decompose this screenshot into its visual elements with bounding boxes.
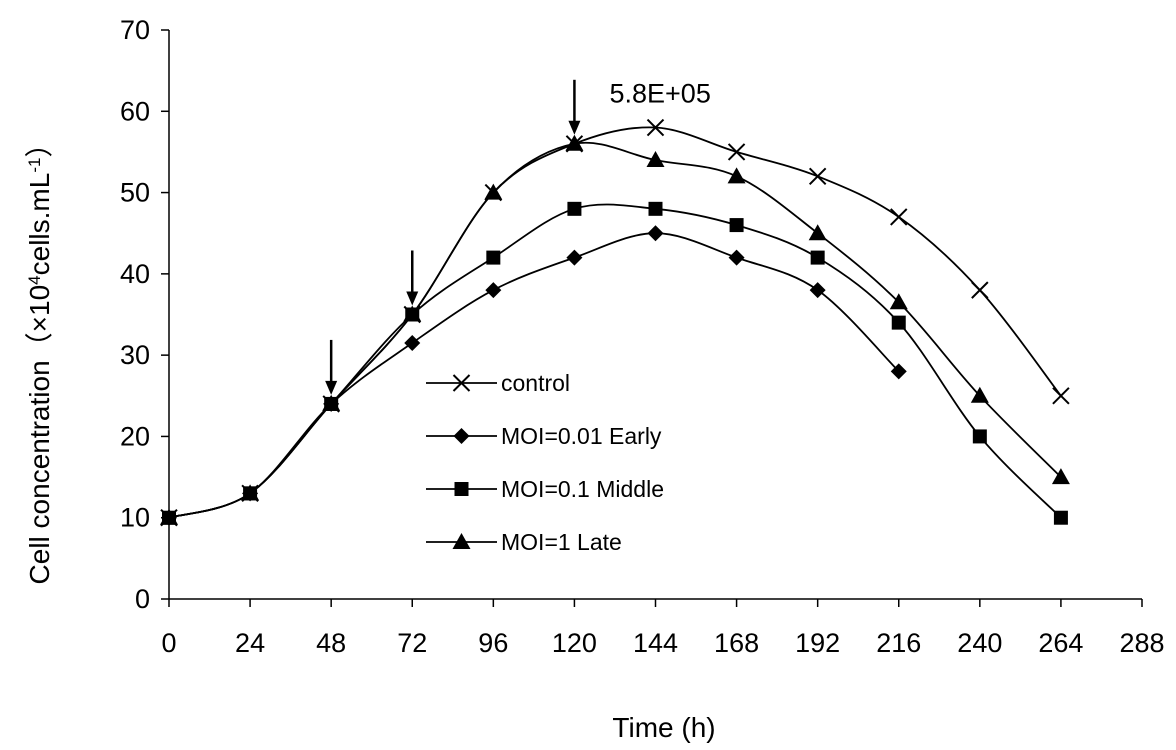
series-line	[168, 141, 1062, 519]
y-tick-label: 50	[120, 178, 150, 208]
x-tick-label: 24	[235, 628, 265, 658]
series-line	[168, 126, 1062, 519]
data-point	[810, 250, 825, 265]
data-point	[972, 429, 987, 444]
y-tick-label: 10	[120, 503, 150, 533]
x-tick-label: 240	[957, 628, 1002, 658]
series-3	[160, 134, 1070, 525]
data-point	[486, 250, 501, 265]
data-point	[727, 143, 746, 161]
x-tick-label: 144	[633, 628, 678, 658]
x-tick-label: 72	[397, 628, 427, 658]
data-point	[808, 167, 827, 186]
axes	[168, 30, 1142, 600]
x-tick-label: 192	[795, 628, 840, 658]
x-tick-label: 48	[316, 628, 346, 658]
data-point	[485, 282, 502, 299]
data-point	[565, 134, 584, 151]
legend-marker	[452, 374, 471, 392]
series-line	[168, 232, 900, 519]
y-axis-title-end: ）	[24, 130, 55, 158]
data-point	[728, 249, 745, 266]
legend-marker	[453, 428, 470, 444]
data-point	[891, 315, 906, 330]
x-tick-label: 216	[876, 628, 921, 658]
legend: control MOI=0.01 Early MOI=0.1 Middle MOI=1…	[426, 370, 664, 555]
data-point	[160, 508, 178, 525]
data-point	[566, 249, 583, 266]
tick-labels: 0 24 48 72 96 120 144 168 192 216 240 264 288 0 10 20 30…	[120, 15, 1165, 658]
data-point	[1051, 468, 1070, 485]
y-axis-title-main: Cell concentration（×10	[24, 285, 55, 585]
data-point	[727, 167, 746, 184]
x-tick-label: 168	[714, 628, 759, 658]
data-point	[1052, 387, 1070, 405]
x-tick-label: 96	[478, 628, 508, 658]
legend-label: MOI=0.01 Early	[501, 423, 662, 449]
infection-arrow	[406, 250, 419, 306]
legend-label: control	[501, 370, 570, 396]
data-point	[809, 282, 826, 299]
data-point	[890, 363, 907, 380]
data-point	[971, 281, 989, 299]
data-point	[646, 118, 665, 137]
data-point	[808, 224, 827, 241]
series-0	[160, 118, 1070, 527]
x-tick-label: 120	[552, 628, 597, 658]
y-axis-title-sup1: 4	[25, 275, 44, 284]
legend-label: MOI=0.1 Middle	[501, 476, 664, 502]
annotations: 5.8E+05	[610, 79, 711, 109]
x-tick-label: 0	[161, 628, 176, 658]
legend-entry: MOI=0.1 Middle	[426, 476, 664, 502]
peak-annotation: 5.8E+05	[610, 79, 711, 109]
data-point	[648, 201, 663, 216]
legend-label: MOI=1 Late	[501, 529, 622, 555]
y-tick-label: 0	[135, 584, 150, 614]
data-point	[567, 201, 582, 216]
x-tick-label: 264	[1038, 628, 1083, 658]
series-line	[168, 203, 1062, 519]
infection-arrow	[568, 79, 581, 135]
legend-marker	[454, 482, 469, 496]
data-point	[484, 183, 503, 200]
y-tick-label: 40	[120, 259, 150, 289]
x-axis-title: Time (h)	[612, 712, 715, 743]
data-point	[970, 386, 989, 403]
y-axis-title-sup2: -1	[25, 158, 44, 173]
y-tick-label: 60	[120, 96, 150, 126]
y-tick-label: 20	[120, 421, 150, 451]
infection-arrow	[325, 339, 338, 395]
data-point	[890, 208, 908, 226]
data-point	[729, 218, 744, 233]
y-tick-label: 30	[120, 340, 150, 370]
series-layer	[160, 118, 1070, 527]
data-point	[403, 305, 422, 322]
y-tick-label: 70	[120, 15, 150, 45]
ticks	[161, 29, 1143, 607]
legend-entry: control	[426, 370, 570, 396]
data-point	[404, 334, 421, 351]
legend-entry: MOI=1 Late	[426, 529, 622, 555]
data-point	[241, 484, 260, 501]
arrows-layer	[325, 79, 581, 395]
data-point	[889, 293, 908, 310]
data-point	[646, 151, 665, 168]
y-axis-title: Cell concentration（×104cells.mL-1）	[24, 130, 55, 585]
data-point	[322, 394, 341, 411]
x-tick-label: 288	[1119, 628, 1164, 658]
data-point	[1053, 510, 1068, 525]
legend-entry: MOI=0.01 Early	[426, 423, 662, 449]
y-axis-title-mid: cells.mL	[24, 173, 55, 276]
legend-marker	[452, 533, 471, 549]
data-point	[647, 225, 664, 242]
